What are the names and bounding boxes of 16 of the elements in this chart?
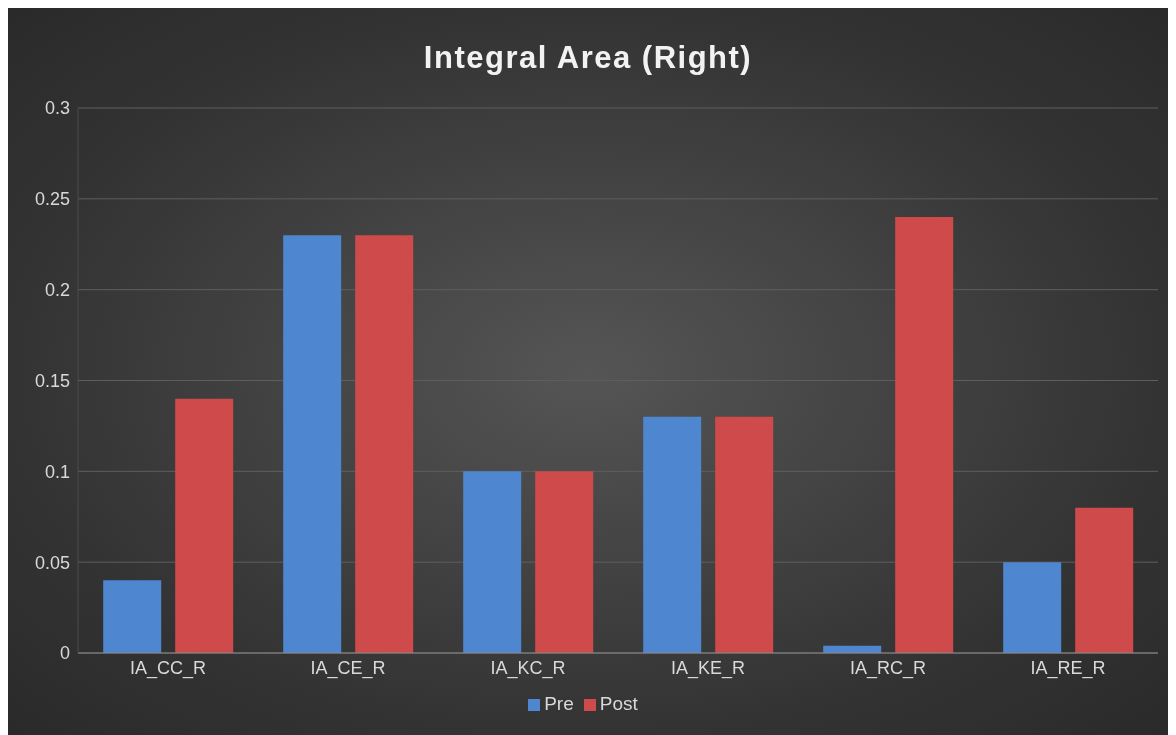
x-tick-label: IA_RE_R	[1030, 657, 1106, 679]
x-tick-label: IA_CC_R	[129, 657, 207, 679]
y-tick-label: 0.15	[34, 370, 70, 391]
x-tick-label: IA_CE_R	[310, 657, 386, 679]
x-tick-label: IA_KC_R	[490, 657, 566, 679]
legend-label: Post	[599, 693, 638, 714]
y-tick-label: 0.3	[44, 98, 70, 119]
chart-title: Integral Area (Right)	[422, 39, 754, 77]
y-tick-label: 0.2	[44, 280, 70, 301]
y-tick-label: 0.1	[44, 461, 70, 482]
x-tick-label: IA_KE_R	[670, 657, 746, 679]
x-tick-label: IA_RC_R	[849, 657, 927, 679]
y-tick-label: 0.05	[34, 552, 70, 573]
y-tick-label: 0	[59, 643, 70, 664]
legend-label: Pre	[544, 693, 574, 714]
y-tick-label: 0.25	[34, 189, 70, 210]
